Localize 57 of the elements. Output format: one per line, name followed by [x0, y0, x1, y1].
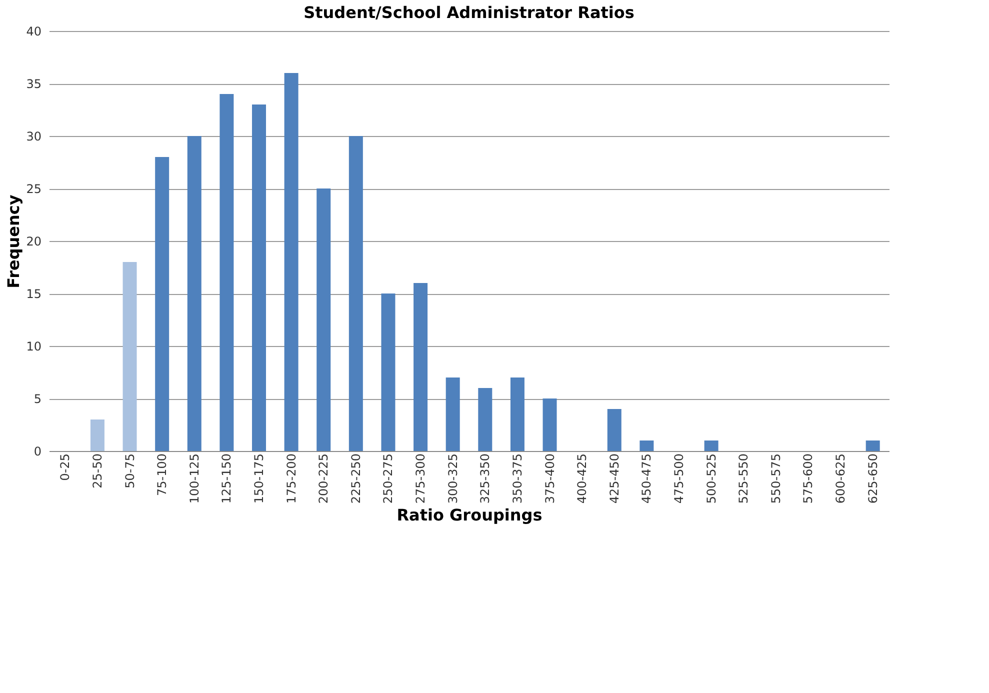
- x-tick-label: 250-275: [381, 454, 396, 504]
- x-tick-label: 175-200: [284, 454, 298, 504]
- y-axis-title: Frequency: [4, 194, 24, 288]
- x-tick-label: 0-25: [58, 454, 72, 481]
- x-tick-label: 275-300: [414, 454, 428, 504]
- x-tick-label: 200-225: [316, 454, 331, 504]
- x-tick-label: 500-525: [704, 454, 718, 504]
- x-tick-label: 600-625: [834, 454, 848, 504]
- y-tick-label: 30: [26, 130, 42, 144]
- x-tick-label: 375-400: [542, 454, 557, 504]
- bar: [155, 157, 170, 451]
- bar: [510, 378, 524, 451]
- x-tick-label: 475-500: [672, 454, 686, 504]
- x-tick-label: 625-650: [866, 454, 880, 504]
- bar: [187, 136, 202, 451]
- chart-title: Student/School Administrator Ratios: [304, 3, 634, 22]
- x-tick-label: 400-425: [575, 454, 590, 504]
- bar: [122, 262, 137, 451]
- y-tick-label: 40: [26, 24, 42, 38]
- x-tick-label: 525-550: [736, 454, 751, 504]
- y-tick-label: 0: [34, 444, 42, 458]
- y-tick-label: 10: [26, 340, 42, 354]
- x-tick-label: 550-575: [768, 454, 783, 504]
- y-tick-label: 5: [34, 392, 42, 406]
- x-tick-label: 300-325: [446, 454, 460, 504]
- bar: [220, 94, 234, 451]
- bar: [607, 409, 622, 451]
- y-tick-label: 20: [26, 234, 42, 248]
- y-tick-label: 25: [26, 182, 42, 196]
- x-tick-label: 25-50: [90, 454, 104, 488]
- bar: [542, 398, 557, 451]
- y-tick-label: 35: [26, 77, 42, 91]
- x-axis-title: Ratio Groupings: [396, 506, 542, 525]
- x-tick-label: 75-100: [155, 454, 170, 496]
- bar: [381, 294, 396, 451]
- x-tick-label: 50-75: [122, 454, 137, 488]
- bar: [704, 440, 718, 451]
- bar: [348, 136, 363, 451]
- bar: [866, 440, 880, 451]
- bar: [316, 188, 331, 451]
- bar: [640, 440, 654, 451]
- x-tick-label: 575-600: [801, 454, 816, 504]
- x-tick-label: 450-475: [640, 454, 654, 504]
- bar: [284, 73, 298, 451]
- bar: [478, 388, 492, 451]
- y-tick-label: 15: [26, 287, 42, 301]
- x-tick-label: 425-450: [607, 454, 622, 504]
- x-tick-label: 150-175: [252, 454, 266, 504]
- x-tick-label: 350-375: [510, 454, 524, 504]
- x-tick-label: 100-125: [187, 454, 202, 504]
- x-tick-label: 325-350: [478, 454, 492, 504]
- bar: [252, 104, 266, 451]
- bar: [90, 420, 104, 451]
- bar: [414, 283, 428, 451]
- x-tick-label: 225-250: [348, 454, 363, 504]
- bar: [446, 378, 460, 451]
- x-tick-label: 125-150: [220, 454, 234, 504]
